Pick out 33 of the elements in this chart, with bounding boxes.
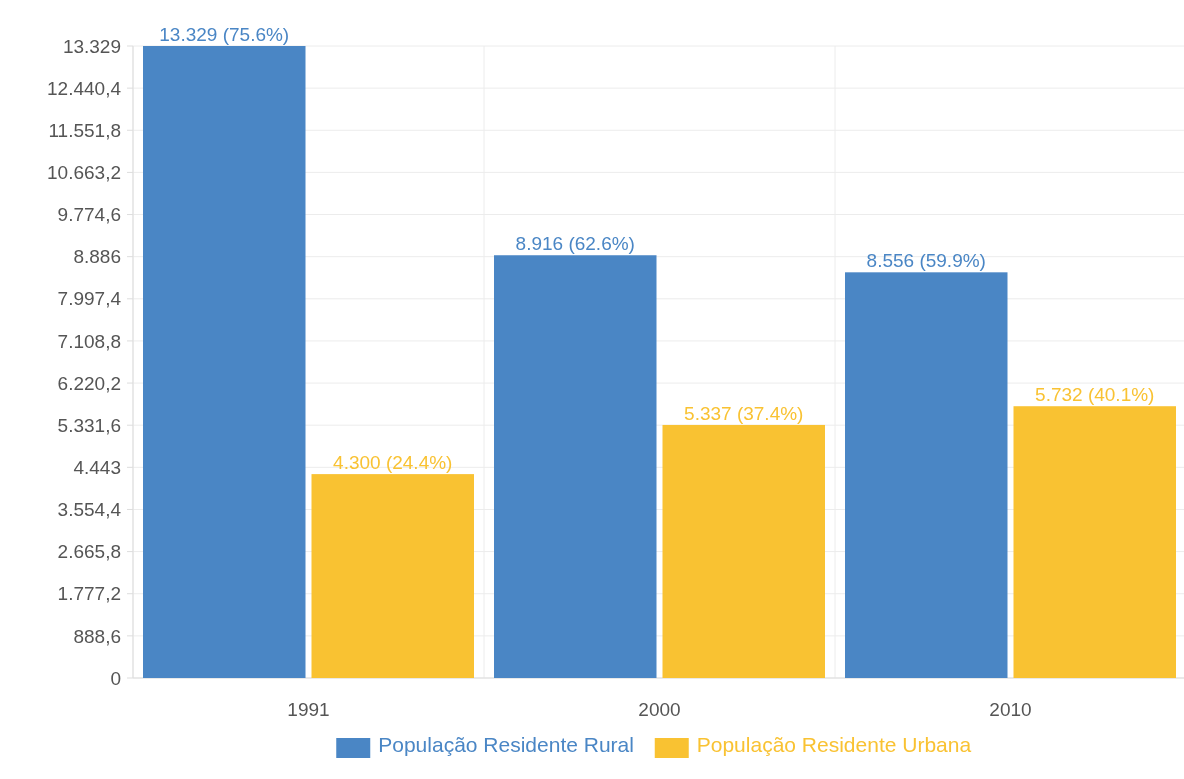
data-label: 5.732 (40.1%) bbox=[1035, 384, 1155, 406]
y-tick-label: 1.777,2 bbox=[57, 583, 121, 605]
legend-label: População Residente Urbana bbox=[696, 733, 972, 756]
data-label: 5.337 (37.4%) bbox=[684, 402, 804, 424]
y-tick-label: 4.443 bbox=[73, 456, 121, 478]
bar bbox=[662, 424, 825, 678]
y-tick-label: 888,6 bbox=[73, 625, 121, 647]
bar bbox=[311, 474, 474, 678]
x-tick-label: 1991 bbox=[287, 699, 330, 720]
bar bbox=[845, 272, 1008, 678]
bar bbox=[143, 46, 306, 678]
x-tick-label: 2010 bbox=[989, 699, 1032, 720]
y-tick-label: 5.331,6 bbox=[57, 414, 121, 436]
bar bbox=[1013, 406, 1176, 678]
y-tick-label: 10.663,2 bbox=[47, 162, 121, 184]
x-tick-label: 2000 bbox=[638, 699, 681, 720]
y-tick-label: 12.440,4 bbox=[47, 77, 122, 99]
y-tick-label: 7.108,8 bbox=[57, 330, 121, 352]
y-tick-label: 0 bbox=[110, 667, 121, 689]
bar bbox=[494, 255, 657, 678]
legend-label: População Residente Rural bbox=[378, 733, 634, 756]
y-tick-label: 3.554,4 bbox=[57, 499, 122, 521]
y-tick-label: 7.997,4 bbox=[57, 288, 122, 310]
data-label: 8.556 (59.9%) bbox=[866, 250, 986, 272]
y-tick-label: 2.665,8 bbox=[57, 541, 121, 563]
y-tick-label: 9.774,6 bbox=[57, 204, 121, 226]
y-tick-label: 8.886 bbox=[73, 246, 121, 268]
data-label: 4.300 (24.4%) bbox=[333, 452, 453, 474]
y-tick-label: 13.329 bbox=[62, 35, 121, 57]
y-tick-label: 11.551,8 bbox=[48, 119, 121, 141]
data-label: 13.329 (75.6%) bbox=[159, 24, 290, 45]
y-tick-label: 6.220,2 bbox=[57, 372, 121, 394]
data-label: 8.916 (62.6%) bbox=[515, 233, 635, 255]
